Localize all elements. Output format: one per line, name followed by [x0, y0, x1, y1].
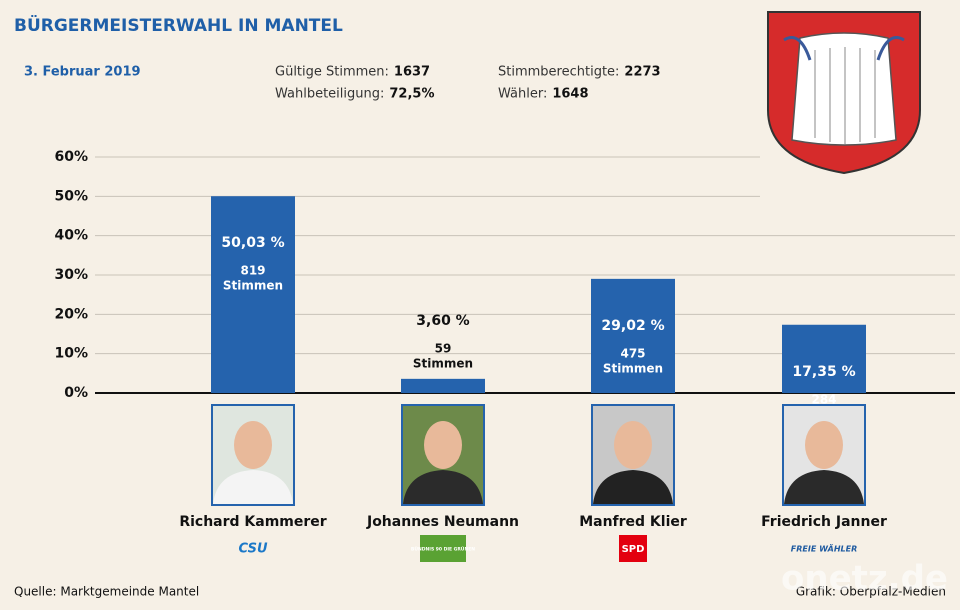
value-label: 29,02 %: [601, 318, 664, 334]
value-label: 17,35 %: [792, 364, 855, 380]
candidate-photo: [591, 404, 675, 506]
candidate-photo: [782, 404, 866, 506]
candidate-photo: [211, 404, 295, 506]
photo-head: [805, 421, 843, 469]
stat-label: Gültige Stimmen:: [275, 65, 389, 80]
photo-head: [234, 421, 272, 469]
photo-head: [614, 421, 652, 469]
y-tick-label: 0%: [64, 385, 88, 401]
stat-value: 1637: [394, 65, 430, 80]
bar: [211, 196, 295, 393]
chart-title: BÜRGERMEISTERWAHL IN MANTEL: [14, 14, 343, 36]
crest: [767, 11, 921, 175]
party-name: BÜNDNIS 90 DIE GRÜNEN: [411, 546, 475, 553]
bar: [782, 324, 866, 393]
stat-value: 1648: [552, 87, 588, 102]
y-tick-label: 40%: [54, 228, 88, 244]
y-tick-label: 20%: [54, 306, 88, 322]
bar: [591, 278, 675, 393]
stat-label: Wahlbeteiligung:: [275, 87, 384, 102]
vote-count: 59: [435, 341, 452, 355]
watermark: onetz.de: [781, 559, 948, 599]
vote-count: 819: [240, 264, 265, 278]
party-name: FREIE WÄHLER: [791, 544, 857, 554]
photo-body: [403, 470, 483, 504]
candidate-name: Manfred Klier: [579, 514, 687, 530]
date: 3. Februar 2019: [24, 65, 141, 80]
photo-head: [424, 421, 462, 469]
y-tick-label: 10%: [54, 346, 88, 362]
photo-body: [784, 470, 864, 504]
value-label: 50,03 %: [221, 235, 284, 251]
party-name: SPD: [622, 544, 645, 555]
credit: Grafik: Oberpfalz-Medien: [796, 585, 946, 599]
stat-label: Wähler:: [498, 87, 547, 102]
vote-unit: Stimmen: [223, 279, 283, 293]
candidate-name: Johannes Neumann: [366, 514, 519, 530]
y-tick-label: 30%: [54, 267, 88, 283]
vote-unit: Stimmen: [413, 356, 473, 370]
stat-value: 72,5%: [389, 87, 434, 102]
value-label: 3,60 %: [416, 313, 469, 329]
photo-body: [213, 470, 293, 504]
photo-body: [593, 470, 673, 504]
vote-unit: Stimmen: [603, 361, 663, 375]
party-logo: [420, 535, 466, 562]
candidate-name: Friedrich Janner: [761, 514, 887, 530]
y-tick-label: 60%: [54, 149, 88, 165]
vote-count: 284: [811, 392, 836, 406]
stat-value: 2273: [624, 65, 660, 80]
candidate-name: Richard Kammerer: [179, 514, 326, 530]
source: Quelle: Marktgemeinde Mantel: [14, 585, 199, 599]
party-logo: [619, 535, 647, 562]
vote-count: 475: [620, 346, 645, 360]
party-name: CSU: [239, 542, 268, 557]
y-tick-label: 50%: [54, 188, 88, 204]
candidate-photo: [401, 404, 485, 506]
stat-label: Stimmberechtigte:: [498, 65, 619, 80]
bar: [401, 378, 485, 393]
